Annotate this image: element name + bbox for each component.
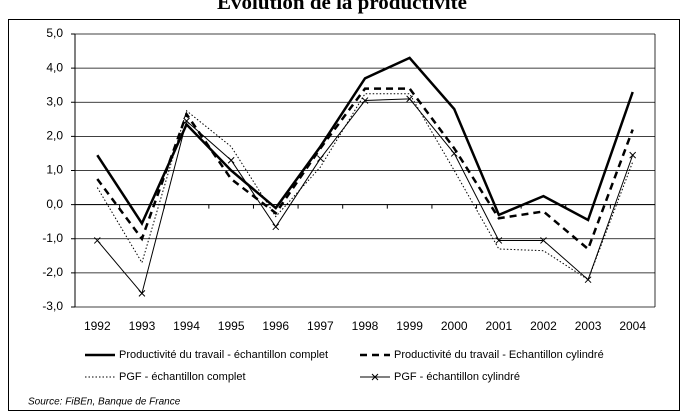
marker (406, 95, 413, 103)
series-line (96, 98, 634, 295)
x-tick-label: 1994 (173, 319, 200, 333)
x-tick-label: 2000 (441, 319, 468, 333)
x-tick-label: 1993 (129, 319, 156, 333)
x-tick-label: 1996 (262, 319, 289, 333)
marker (540, 237, 547, 244)
x-tick-label: 1995 (218, 319, 245, 333)
source: Source: FiBEn, Banque de France (28, 397, 181, 408)
series-line (96, 87, 634, 252)
series-line (96, 56, 634, 226)
y-tick-label: 4,0 (46, 60, 63, 74)
y-tick-label: 1,0 (46, 163, 63, 177)
x-tick-label: 1999 (396, 319, 423, 333)
y-tick-label: -2,0 (42, 265, 63, 279)
legend-label: PGF - échantillon cylindré (394, 371, 520, 383)
legend-label: Productivité du travail - Echantillon cy… (394, 349, 604, 361)
y-tick-label: 5,0 (46, 26, 63, 40)
legend-label: PGF - échantillon complet (119, 371, 246, 383)
marker (227, 156, 235, 164)
marker (317, 155, 324, 162)
x-tick-label: 1998 (352, 319, 379, 333)
chart-frame (8, 19, 680, 411)
marker (138, 289, 146, 297)
y-tick-label: -1,0 (42, 231, 63, 245)
marker (361, 97, 369, 104)
x-tick-label: 1992 (84, 319, 111, 333)
x-tick-label: 2001 (485, 319, 512, 333)
legend-marker (371, 373, 379, 381)
y-tick-label: -3,0 (42, 299, 63, 313)
chart-title: Evolution de la productivité (217, 0, 467, 14)
marker (450, 150, 458, 157)
y-tick-label: 0,0 (46, 197, 63, 211)
x-tick-label: 1997 (307, 319, 334, 333)
marker (93, 237, 101, 244)
y-tick-label: 2,0 (46, 129, 63, 143)
series-line (96, 93, 634, 281)
y-tick-label: 3,0 (46, 94, 63, 108)
x-tick-label: 2002 (530, 319, 557, 333)
x-tick-label: 2004 (619, 319, 646, 333)
marker (183, 117, 190, 125)
marker (629, 151, 637, 159)
x-tick-label: 2003 (575, 319, 602, 333)
marker (584, 276, 592, 284)
marker (495, 237, 503, 244)
legend-label: Productivité du travail - échantillon co… (119, 349, 328, 361)
marker (272, 223, 280, 231)
